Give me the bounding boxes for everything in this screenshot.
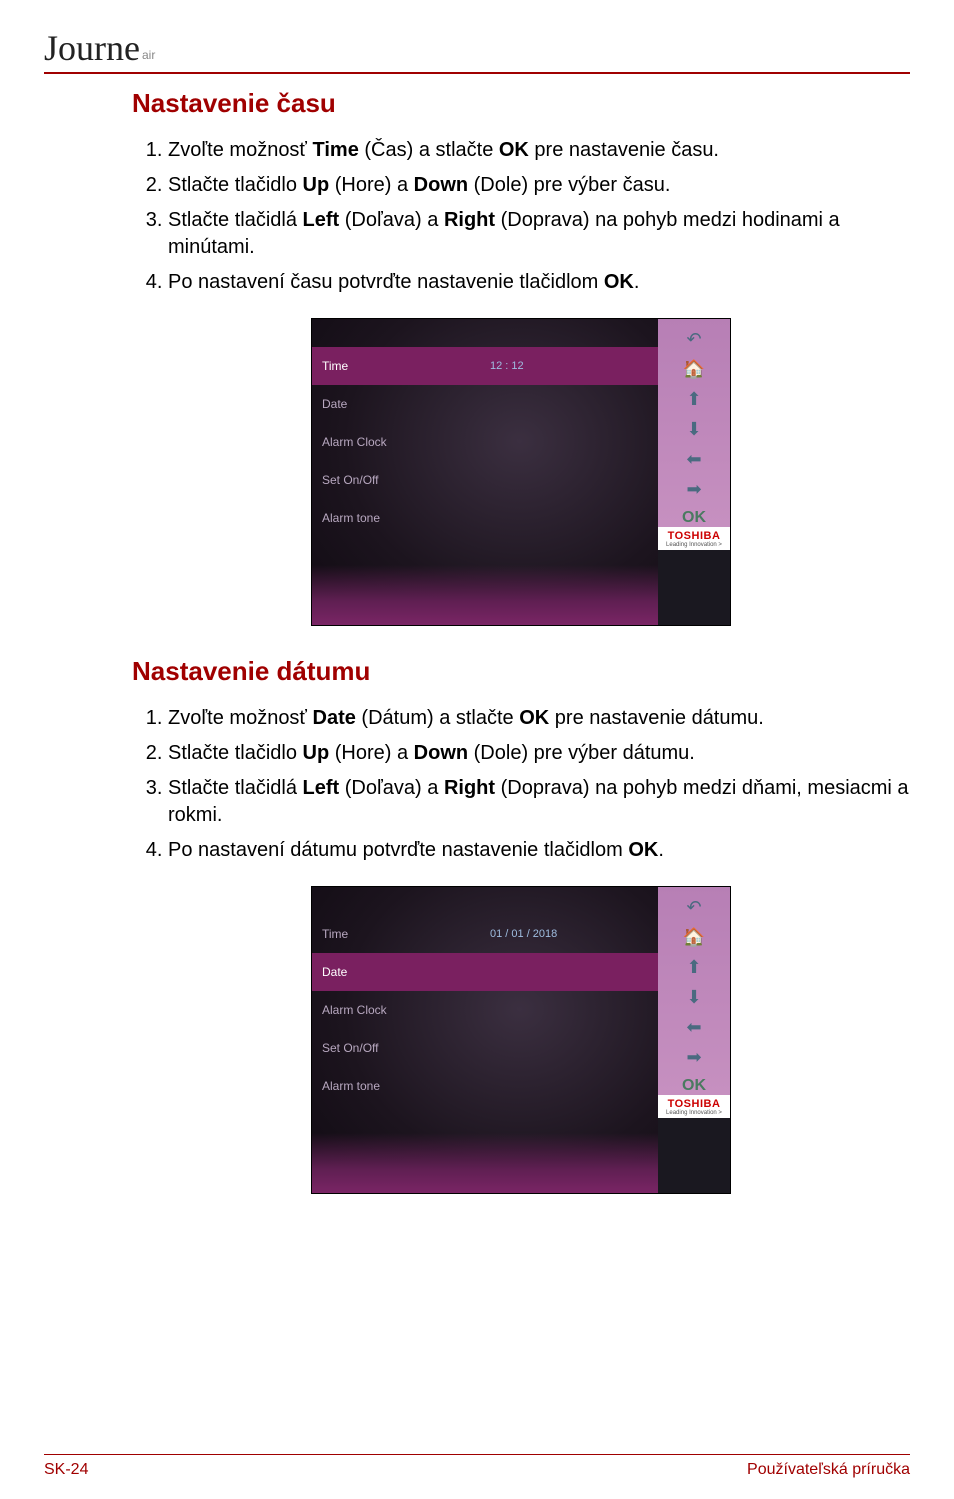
page-header: Journe air	[44, 30, 910, 74]
bold-term: Right	[444, 209, 495, 231]
brand-tagline: Leading Innovation >	[658, 542, 730, 548]
screen-gradient	[312, 565, 658, 625]
ok-label: OK	[682, 1077, 706, 1095]
device-menu-row: Date	[312, 953, 658, 991]
bold-term: Date	[313, 707, 356, 729]
doc-title: Používateľská príručka	[747, 1461, 910, 1479]
device-screenshot-date: Time 01 / 01 / 2018 Date Alarm Clock Set On/…	[311, 886, 731, 1194]
up-arrow-icon: ⬆	[680, 955, 708, 979]
step-item: Po nastavení dátumu potvrďte nastavenie …	[168, 837, 910, 864]
back-icon: ↶	[680, 895, 708, 919]
step-item: Stlačte tlačidlo Up (Hore) a Down (Dole)…	[168, 172, 910, 199]
bold-term: Down	[414, 742, 468, 764]
device-menu-label: Time	[322, 927, 348, 941]
device-screen: Time 01 / 01 / 2018 Date Alarm Clock Set On/…	[312, 887, 658, 1193]
back-icon: ↶	[680, 327, 708, 351]
device-menu-value: 01 / 01 / 2018	[490, 928, 557, 940]
home-icon: 🏠	[680, 357, 708, 381]
device-screenshot-time: Time 12 : 12 Date Alarm Clock Set On/Off Alar…	[311, 318, 731, 626]
device-menu-row: Set On/Off	[312, 461, 658, 499]
device-menu-row: Alarm Clock	[312, 991, 658, 1029]
device-menu-row: Alarm Clock	[312, 423, 658, 461]
device-menu-row: Alarm tone	[312, 499, 658, 537]
brand-strip: TOSHIBA Leading Innovation >	[658, 527, 730, 550]
right-arrow-icon: ➡	[680, 477, 708, 501]
right-arrow-icon: ➡	[680, 1045, 708, 1069]
device-menu-row: Set On/Off	[312, 1029, 658, 1067]
device-menu-label: Set On/Off	[322, 1041, 378, 1055]
bold-term: Right	[444, 777, 495, 799]
section-heading-date: Nastavenie dátumu	[132, 656, 910, 687]
device-menu-label: Time	[322, 359, 348, 373]
step-item: Po nastavení času potvrďte nastavenie tl…	[168, 269, 910, 296]
step-item: Stlačte tlačidlá Left (Doľava) a Right (…	[168, 207, 910, 261]
device-bezel: ↶ 🏠 ⬆ ⬇ ⬅ ➡ OK	[658, 319, 730, 527]
ok-label: OK	[682, 509, 706, 527]
brand-strip: TOSHIBA Leading Innovation >	[658, 1095, 730, 1118]
down-arrow-icon: ⬇	[680, 417, 708, 441]
down-arrow-icon: ⬇	[680, 985, 708, 1009]
section-heading-time: Nastavenie času	[132, 88, 910, 119]
bold-term: Up	[303, 174, 330, 196]
device-menu-label: Alarm Clock	[322, 1003, 387, 1017]
bold-term: OK	[604, 271, 634, 293]
logo-text: Journe	[44, 30, 140, 66]
page-number: SK-24	[44, 1461, 88, 1479]
device-menu-label: Set On/Off	[322, 473, 378, 487]
device-menu-value: 12 : 12	[490, 360, 524, 372]
bold-term: Down	[414, 174, 468, 196]
logo-subtext: air	[142, 48, 155, 62]
brand-name: TOSHIBA	[658, 530, 730, 542]
device-screen: Time 12 : 12 Date Alarm Clock Set On/Off Alar…	[312, 319, 658, 625]
step-item: Stlačte tlačidlá Left (Doľava) a Right (…	[168, 775, 910, 829]
brand-tagline: Leading Innovation >	[658, 1110, 730, 1116]
bold-term: OK	[519, 707, 549, 729]
steps-list-date: Zvoľte možnosť Date (Dátum) a stlačte OK…	[132, 705, 910, 864]
page-footer: SK-24 Používateľská príručka	[0, 1455, 954, 1499]
steps-list-time: Zvoľte možnosť Time (Čas) a stlačte OK p…	[132, 137, 910, 296]
up-arrow-icon: ⬆	[680, 387, 708, 411]
bold-term: Time	[313, 139, 359, 161]
step-item: Zvoľte možnosť Time (Čas) a stlačte OK p…	[168, 137, 910, 164]
device-menu-label: Alarm tone	[322, 511, 380, 525]
bold-term: Up	[303, 742, 330, 764]
device-menu-row: Time 12 : 12	[312, 347, 658, 385]
screen-gradient	[312, 1133, 658, 1193]
device-menu-row: Time 01 / 01 / 2018	[312, 915, 658, 953]
device-menu-label: Alarm tone	[322, 1079, 380, 1093]
device-menu-row: Date	[312, 385, 658, 423]
bold-term: Left	[303, 777, 340, 799]
home-icon: 🏠	[680, 925, 708, 949]
device-menu-row: Alarm tone	[312, 1067, 658, 1105]
device-menu-label: Date	[322, 397, 347, 411]
step-item: Stlačte tlačidlo Up (Hore) a Down (Dole)…	[168, 740, 910, 767]
bold-term: OK	[628, 839, 658, 861]
left-arrow-icon: ⬅	[680, 1015, 708, 1039]
device-menu-label: Alarm Clock	[322, 435, 387, 449]
device-bezel: ↶ 🏠 ⬆ ⬇ ⬅ ➡ OK	[658, 887, 730, 1095]
step-item: Zvoľte možnosť Date (Dátum) a stlačte OK…	[168, 705, 910, 732]
left-arrow-icon: ⬅	[680, 447, 708, 471]
bold-term: Left	[303, 209, 340, 231]
bold-term: OK	[499, 139, 529, 161]
brand-name: TOSHIBA	[658, 1098, 730, 1110]
device-menu-label: Date	[322, 965, 347, 979]
